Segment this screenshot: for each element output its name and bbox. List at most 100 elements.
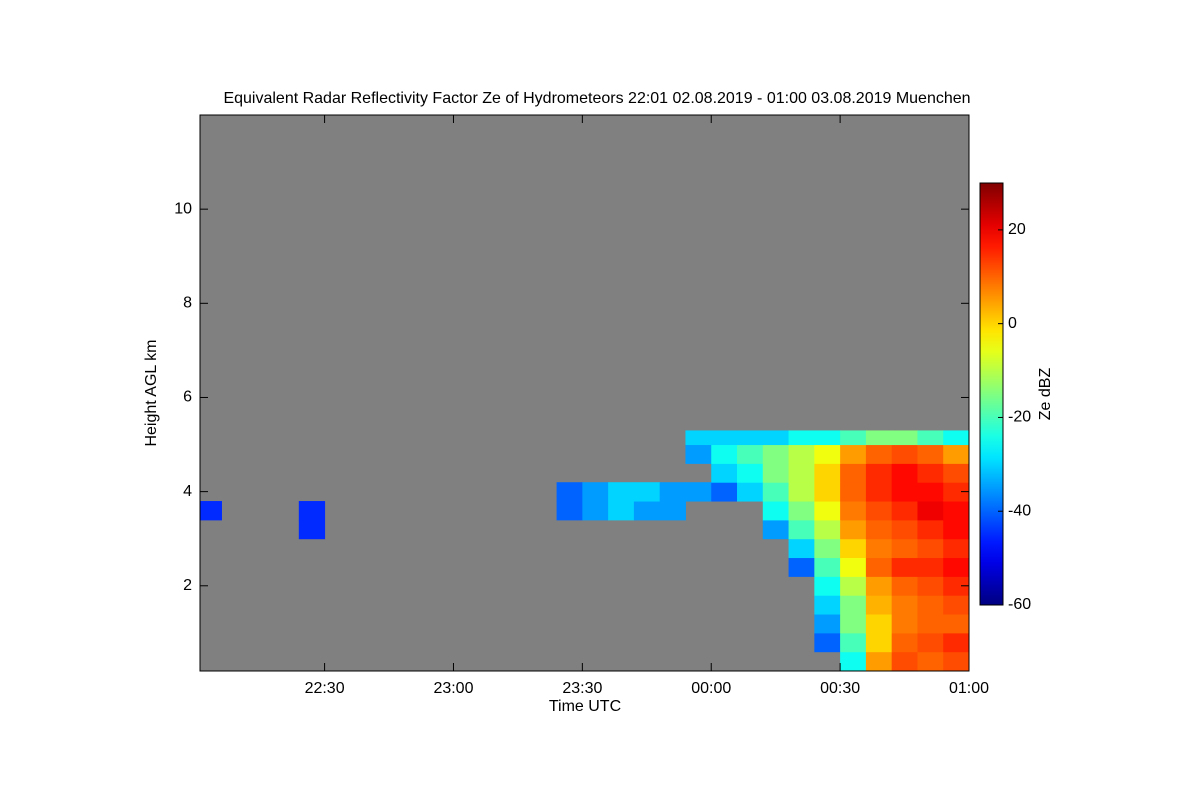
x-tick-label: 00:30 [820, 680, 860, 697]
heatmap-cell [814, 430, 841, 446]
heatmap-cell [711, 463, 738, 483]
heatmap-cell [865, 444, 893, 464]
heatmap-cell [917, 538, 944, 559]
heatmap-cell [685, 444, 712, 464]
heatmap-cell [556, 482, 583, 502]
colorbar-tick-label: 0 [1008, 315, 1017, 332]
heatmap-cell [762, 482, 790, 502]
heatmap-cell [891, 632, 918, 653]
heatmap-cell [917, 557, 944, 577]
colorbar-label: Ze dBZ [1037, 368, 1054, 421]
heatmap-cell [200, 501, 222, 521]
heatmap-cell [943, 595, 970, 615]
heatmap-cell [891, 595, 918, 615]
heatmap-cell [711, 482, 738, 502]
heatmap-cell [659, 482, 686, 502]
heatmap-cell [633, 501, 661, 521]
heatmap-cell [943, 444, 970, 464]
heatmap-cell [814, 519, 841, 540]
heatmap-cell [917, 595, 944, 615]
heatmap-cell [891, 576, 918, 596]
heatmap-cell [840, 501, 867, 521]
heatmap-cell [762, 444, 790, 464]
heatmap-cell [840, 651, 867, 672]
heatmap-cell [943, 463, 970, 483]
heatmap-cell [917, 519, 944, 540]
heatmap-cell [840, 482, 867, 502]
heatmap-cell [633, 482, 661, 502]
heatmap-cell [865, 651, 893, 672]
heatmap-cell [788, 557, 815, 577]
y-tick-label: 2 [183, 577, 192, 594]
heatmap-cell [762, 501, 790, 521]
heatmap-cell [840, 430, 867, 446]
heatmap-cell [891, 463, 918, 483]
heatmap-cell [943, 576, 970, 596]
heatmap-cell [840, 444, 867, 464]
heatmap-cell [865, 614, 893, 634]
x-tick-label: 01:00 [949, 680, 989, 697]
heatmap-cell [891, 482, 918, 502]
x-tick-label: 23:30 [562, 680, 602, 697]
heatmap-cell [298, 519, 326, 540]
heatmap-cell [917, 430, 944, 446]
chart-title: Equivalent Radar Reflectivity Factor Ze … [223, 90, 970, 107]
heatmap-cell [917, 444, 944, 464]
heatmap-cell [917, 501, 944, 521]
heatmap-cell [943, 614, 970, 634]
heatmap-cell [737, 482, 764, 502]
heatmap-cell [943, 651, 970, 672]
heatmap-cell [917, 614, 944, 634]
heatmap-cell [788, 501, 815, 521]
heatmap-cell [865, 519, 893, 540]
heatmap-cell [840, 614, 867, 634]
heatmap-cell [891, 501, 918, 521]
heatmap-cell [762, 519, 790, 540]
heatmap-cell [814, 482, 841, 502]
heatmap-cell [865, 538, 893, 559]
heatmap-cell [608, 482, 635, 502]
heatmap-cell [737, 444, 764, 464]
heatmap-cell [582, 501, 609, 521]
heatmap-cell [814, 463, 841, 483]
heatmap-cell [865, 482, 893, 502]
heatmap-cell [891, 430, 918, 446]
heatmap-cell [865, 463, 893, 483]
heatmap-cell [788, 519, 815, 540]
x-tick-label: 23:00 [433, 680, 473, 697]
heatmap-cell [762, 463, 790, 483]
x-tick-label: 00:00 [691, 680, 731, 697]
heatmap-cell [917, 632, 944, 653]
heatmap-cell [891, 519, 918, 540]
colorbar-tick-label: -40 [1008, 502, 1031, 519]
heatmap-cell [788, 482, 815, 502]
heatmap-cell [865, 576, 893, 596]
heatmap-cell [865, 557, 893, 577]
heatmap-cell [685, 482, 712, 502]
heatmap-cell [917, 463, 944, 483]
heatmap-cell [865, 430, 893, 446]
heatmap-cell [608, 501, 635, 521]
colorbar-tick-label: -60 [1008, 596, 1031, 613]
y-tick-label: 8 [183, 295, 192, 312]
heatmap-cell [814, 632, 841, 653]
heatmap-cell [943, 538, 970, 559]
heatmap-cell [943, 501, 970, 521]
heatmap-cell [865, 501, 893, 521]
y-tick-label: 10 [174, 200, 192, 217]
heatmap-cell [840, 557, 867, 577]
heatmap-cell [814, 557, 841, 577]
x-tick-label: 22:30 [305, 680, 345, 697]
heatmap-cell [891, 538, 918, 559]
heatmap-cell [840, 538, 867, 559]
plot-frame [199, 114, 970, 672]
heatmap-cell [891, 444, 918, 464]
y-axis-label: Height AGL km [143, 339, 160, 446]
heatmap-cell [943, 430, 970, 446]
colorbar [979, 182, 1004, 606]
heatmap-cell [814, 501, 841, 521]
heatmap-cell [943, 482, 970, 502]
heatmap-cell [917, 576, 944, 596]
colorbar-tick-label: 20 [1008, 221, 1026, 238]
